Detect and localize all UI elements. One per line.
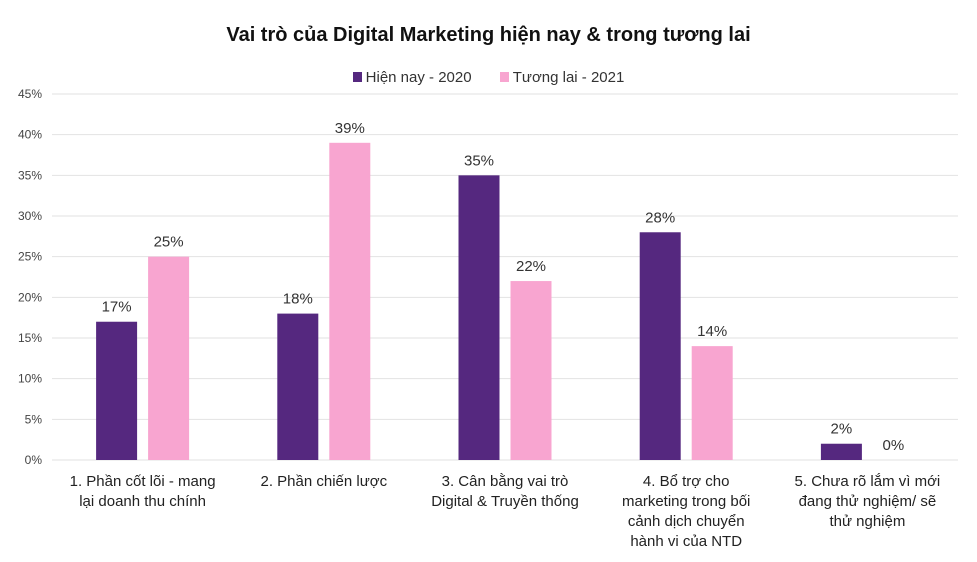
legend-label: Tương lai - 2021 [512,69,625,86]
legend-label: Hiện nay - 2020 [365,69,472,86]
x-tick-label: đang thử nghiệm/ sẽ [799,493,937,510]
y-tick-label: 15% [18,331,42,345]
bar [639,232,681,460]
legend-item: Hiện nay - 2020 [352,69,472,86]
data-label: 14% [697,323,727,340]
y-tick-label: 25% [18,250,42,264]
bar [691,346,733,460]
data-label: 39% [335,120,365,137]
data-label: 17% [102,299,132,316]
x-tick-label: 4. Bổ trợ cho [643,473,730,490]
x-tick-label: lại doanh thu chính [79,493,206,510]
legend-item: Tương lai - 2021 [499,69,625,86]
x-tick-label: 2. Phần chiến lược [260,473,387,490]
legend-swatch [499,72,509,82]
x-tick-label: 5. Chưa rõ lắm vì mới [795,473,941,490]
x-tick-label: 3. Cân bằng vai trò [442,473,569,490]
chart-title: Vai trò của Digital Marketing hiện nay &… [226,24,751,46]
y-tick-label: 5% [25,412,43,426]
data-label: 35% [464,152,494,169]
y-tick-label: 30% [18,209,42,223]
data-label: 25% [154,234,184,251]
bar [96,321,138,460]
y-tick-label: 45% [18,87,42,101]
x-tick-label: thử nghiệm [829,513,905,530]
data-label: 2% [831,421,853,438]
data-label: 0% [883,437,905,454]
x-tick-label: Digital & Truyền thống [431,493,579,510]
bar [820,443,862,460]
bar [329,142,371,461]
y-tick-label: 10% [18,372,42,386]
y-tick-label: 40% [18,128,42,142]
data-label: 28% [645,209,675,226]
x-tick-label: hành vi của NTD [630,533,742,550]
legend-swatch [352,72,362,82]
bar [510,281,552,460]
x-tick-label: marketing trong bối [622,493,750,510]
legend: Hiện nay - 2020 Tương lai - 2021 [0,69,977,86]
bar [277,313,319,460]
bar [148,256,190,460]
x-tick-label: 1. Phần cốt lõi - mang [70,473,216,490]
data-label: 18% [283,291,313,308]
y-tick-label: 0% [25,453,43,467]
y-tick-label: 20% [18,290,42,304]
data-label: 22% [516,258,546,275]
y-tick-label: 35% [18,168,42,182]
x-tick-label: cảnh dịch chuyển [628,513,745,530]
bar [458,175,500,461]
